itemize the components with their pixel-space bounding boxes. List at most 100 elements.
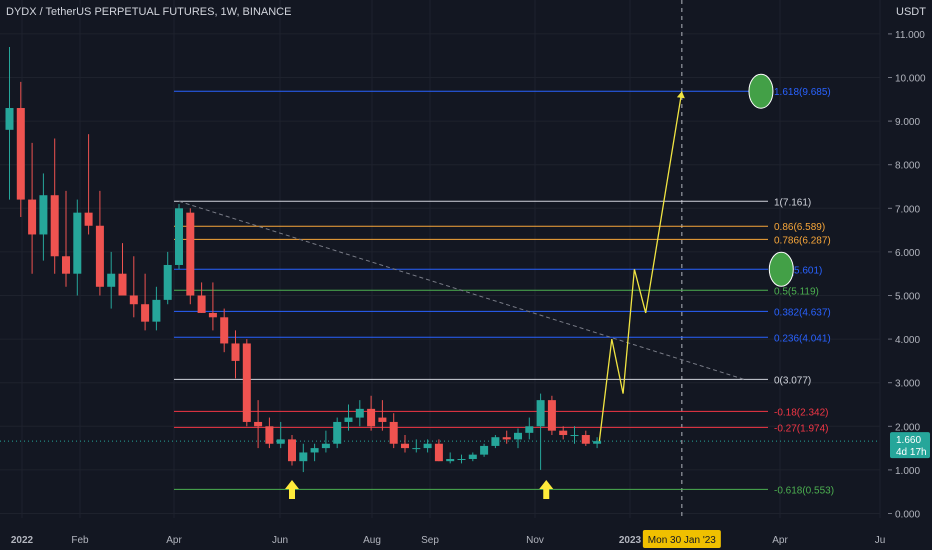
- candle-body: [446, 459, 455, 462]
- candle-body: [491, 437, 500, 446]
- candle-body: [231, 343, 240, 361]
- bar-countdown: 4d 17h: [896, 447, 927, 458]
- time-axis: 2022 Feb Apr Jun Aug Sep Nov 2023 Apr Ju Mon 30 Ja…: [0, 518, 932, 550]
- projection-path: [598, 91, 685, 442]
- annotations: [285, 73, 794, 499]
- current-price-tag: [890, 432, 930, 459]
- time-tick-label: 2023: [619, 535, 642, 546]
- candle-body: [389, 421, 398, 444]
- candle-body: [570, 435, 579, 437]
- downtrend-line: [178, 200, 745, 380]
- candle-body: [412, 448, 421, 450]
- candle-body: [50, 195, 59, 257]
- candle-body: [208, 312, 217, 318]
- green-circle-marker: [768, 251, 794, 287]
- candle-body: [186, 212, 195, 296]
- candle-body: [175, 208, 183, 265]
- time-tick-label: Apr: [772, 535, 788, 546]
- candle-body: [310, 448, 319, 453]
- up-arrow-icon: [285, 480, 299, 499]
- price-tick-label: 4.000: [895, 335, 920, 346]
- fib-level-label: 0.86(6.589): [774, 222, 825, 233]
- fib-level-label: -0.27(1.974): [774, 423, 828, 434]
- chart-title: DYDX / TetherUS PERPETUAL FUTURES, 1W, B…: [6, 6, 292, 18]
- candle-body: [163, 264, 172, 300]
- price-tick-label: 8.000: [895, 161, 920, 172]
- price-tick-label: 0.000: [895, 510, 920, 521]
- projection-line: [598, 91, 683, 442]
- fib-level-label: 618(5.601): [774, 265, 822, 276]
- candle-body: [559, 430, 568, 436]
- candle-body: [468, 454, 477, 459]
- projection-arrowhead: [676, 91, 685, 99]
- price-tick-label: 1.000: [895, 466, 920, 477]
- fib-level-label: 0(3.077): [774, 375, 811, 386]
- candle-body: [367, 408, 376, 427]
- candle-body: [321, 443, 330, 449]
- fib-level-label: -0.18(2.342): [774, 407, 828, 418]
- candle-body: [107, 273, 116, 287]
- time-tick-label: Ju: [875, 535, 886, 546]
- time-axis-bg: [0, 518, 932, 550]
- time-tick-label: Aug: [363, 535, 381, 546]
- candle-body: [536, 400, 545, 427]
- currency-label: USDT: [896, 6, 926, 18]
- candle-body: [581, 435, 590, 444]
- price-tick-label: 2.000: [895, 422, 920, 433]
- candle-body: [265, 426, 274, 444]
- candle-body: [95, 225, 104, 287]
- candle-body: [5, 108, 14, 130]
- candle-body: [28, 199, 37, 235]
- candle-body: [84, 212, 93, 226]
- price-tick-label: 9.000: [895, 117, 920, 128]
- candle-body: [242, 343, 251, 422]
- green-circle-marker: [748, 73, 774, 109]
- candle-body: [514, 432, 522, 440]
- candle-body: [73, 212, 82, 274]
- price-axis-bg: [888, 0, 932, 550]
- candles: [5, 46, 602, 473]
- fibonacci-levels: 1.618(9.685) 1(7.161) 0.86(6.589) 0.786(6.2…: [174, 87, 834, 496]
- crosshair-date-label: Mon 30 Jan '23: [648, 535, 717, 546]
- candle-body: [423, 443, 432, 449]
- candle-body: [276, 439, 285, 444]
- fib-level-label: 1(7.161): [774, 197, 811, 208]
- price-tick-label: 3.000: [895, 379, 920, 390]
- candle-body: [502, 437, 511, 440]
- current-price-value: 1.660: [896, 435, 921, 446]
- price-tick-label: 7.000: [895, 204, 920, 215]
- candle-body: [344, 417, 353, 422]
- fib-level-label: 1.618(9.685): [774, 87, 831, 98]
- candle-body: [62, 256, 70, 274]
- trendline: [178, 200, 745, 380]
- candle-body: [16, 108, 25, 200]
- candle-body: [525, 426, 534, 433]
- time-tick-label: 2022: [11, 535, 34, 546]
- candle-body: [333, 421, 342, 444]
- fib-level-label: 0.786(6.287): [774, 235, 831, 246]
- time-tick-label: Apr: [166, 535, 182, 546]
- fib-level-label: 0.236(4.041): [774, 333, 831, 344]
- price-tick-label: 11.000: [895, 30, 925, 41]
- candle-body: [299, 452, 308, 462]
- time-tick-label: Feb: [71, 535, 89, 546]
- candle-body: [254, 421, 263, 427]
- candle-body: [152, 299, 161, 322]
- fib-level-label: 0.5(5.119): [774, 286, 819, 297]
- candle-body: [288, 439, 296, 462]
- price-tick-label: 10.000: [895, 74, 926, 85]
- candle-body: [355, 408, 364, 418]
- price-tick-label: 5.000: [895, 292, 920, 303]
- crosshair-date-tag: [642, 530, 721, 548]
- candle-body: [39, 195, 48, 235]
- chart-grid: [0, 0, 881, 518]
- candle-body: [593, 441, 602, 444]
- fib-level-label: 0.382(4.637): [774, 307, 831, 318]
- candle-body: [378, 417, 387, 422]
- price-axis: 11.000 10.000 9.000 8.000 7.000 6.000 5.000 4.0…: [888, 0, 932, 550]
- candle-body: [141, 304, 150, 322]
- time-tick-label: Jun: [272, 535, 288, 546]
- candle-body: [480, 445, 489, 455]
- candle-body: [401, 443, 409, 449]
